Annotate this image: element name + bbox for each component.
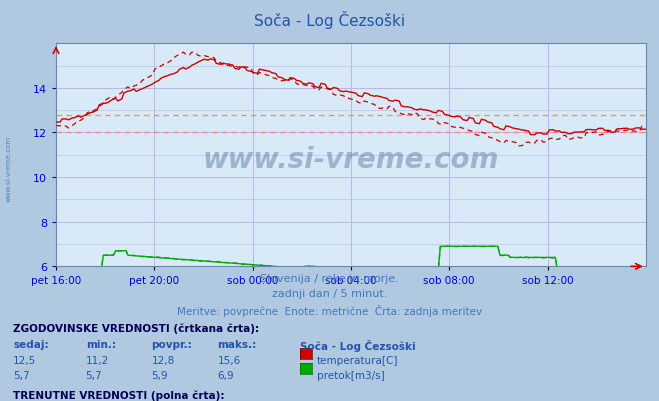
- Text: 12,5: 12,5: [13, 355, 36, 365]
- Text: 5,9: 5,9: [152, 370, 168, 380]
- Text: Soča - Log Čezsoški: Soča - Log Čezsoški: [300, 340, 415, 352]
- Text: maks.:: maks.:: [217, 340, 257, 350]
- Text: Soča - Log Čezsoški: Soča - Log Čezsoški: [254, 11, 405, 29]
- Text: pretok[m3/s]: pretok[m3/s]: [317, 370, 385, 380]
- Text: 6,9: 6,9: [217, 370, 234, 380]
- Text: 5,7: 5,7: [13, 370, 30, 380]
- Text: min.:: min.:: [86, 340, 116, 350]
- Text: Meritve: povprečne  Enote: metrične  Črta: zadnja meritev: Meritve: povprečne Enote: metrične Črta:…: [177, 304, 482, 316]
- Text: www.si-vreme.com: www.si-vreme.com: [5, 136, 11, 201]
- Text: sedaj:: sedaj:: [13, 340, 49, 350]
- Text: zadnji dan / 5 minut.: zadnji dan / 5 minut.: [272, 289, 387, 299]
- Text: 11,2: 11,2: [86, 355, 109, 365]
- Text: ZGODOVINSKE VREDNOSTI (črtkana črta):: ZGODOVINSKE VREDNOSTI (črtkana črta):: [13, 323, 259, 333]
- Text: 5,7: 5,7: [86, 370, 102, 380]
- Text: 12,8: 12,8: [152, 355, 175, 365]
- Text: 15,6: 15,6: [217, 355, 241, 365]
- Text: povpr.:: povpr.:: [152, 340, 192, 350]
- Text: Slovenija / reke in morje.: Slovenija / reke in morje.: [260, 273, 399, 284]
- Text: temperatura[C]: temperatura[C]: [317, 355, 399, 365]
- Text: www.si-vreme.com: www.si-vreme.com: [203, 146, 499, 174]
- Text: TRENUTNE VREDNOSTI (polna črta):: TRENUTNE VREDNOSTI (polna črta):: [13, 389, 225, 400]
